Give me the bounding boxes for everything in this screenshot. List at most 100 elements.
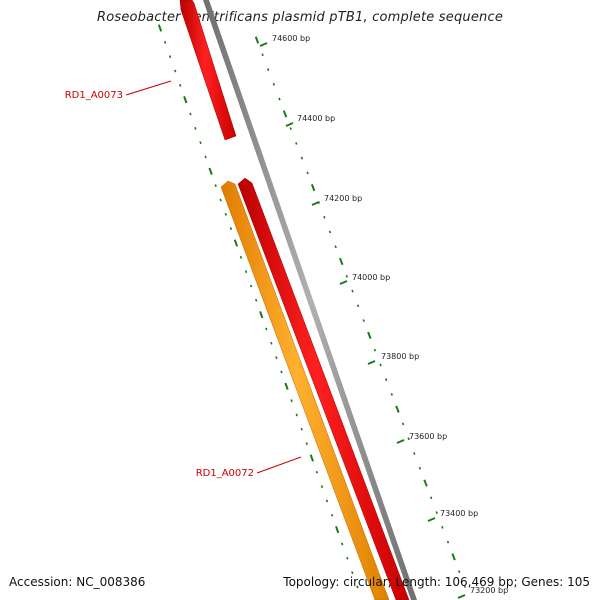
- outer-tick: [463, 584, 467, 588]
- inner-tick: [346, 556, 349, 560]
- inner-tick-track: [157, 24, 359, 589]
- outer-tick: [379, 363, 382, 367]
- outer-tick: [367, 331, 372, 339]
- gene-label-rd1-a0072[interactable]: RD1_A0072: [196, 468, 254, 479]
- outer-tick: [345, 274, 349, 278]
- major-tick: [457, 594, 466, 599]
- inner-tick: [309, 454, 314, 462]
- outer-tick: [418, 466, 422, 470]
- outer-tick: [441, 525, 444, 529]
- gene-rd1-a0072-arrow: [220, 180, 390, 600]
- outer-tick: [295, 142, 298, 145]
- inner-tick: [189, 112, 192, 116]
- gene-label-leader-rd1-a0072: [256, 456, 302, 474]
- inner-tick: [219, 198, 222, 202]
- outer-tick: [289, 127, 292, 130]
- inner-tick: [284, 382, 289, 390]
- outer-tick: [254, 36, 260, 44]
- inner-tick: [233, 239, 239, 247]
- gene-label-leader-rd1-a0073: [125, 80, 172, 96]
- inner-tick: [356, 585, 359, 589]
- tick-label: 73800 bp: [381, 352, 419, 361]
- outer-tick: [395, 405, 400, 413]
- tick-label: 74600 bp: [272, 34, 310, 43]
- outer-tick: [282, 110, 288, 118]
- inner-tick: [335, 525, 340, 534]
- inner-tick: [249, 284, 253, 288]
- tick-label: 73600 bp: [409, 432, 447, 441]
- outer-tick: [278, 97, 281, 101]
- inner-tick: [290, 399, 293, 403]
- inner-tick: [224, 212, 227, 216]
- tick-label: 74400 bp: [297, 114, 335, 123]
- major-tick: [285, 122, 294, 127]
- outer-tick: [401, 422, 405, 426]
- tick-label-group: 74600 bp 74400 bp 74200 bp 74000 bp 73800 bp…: [259, 34, 508, 599]
- inner-tick: [208, 167, 213, 175]
- inner-tick: [270, 341, 273, 345]
- tick-label: 74000 bp: [352, 273, 390, 282]
- outer-tick-track: [254, 36, 467, 588]
- outer-tick: [267, 68, 270, 71]
- inner-tick: [179, 83, 182, 87]
- inner-tick: [265, 327, 268, 331]
- outer-tick: [272, 82, 276, 86]
- accession-text: Accession: NC_008386: [9, 575, 146, 589]
- outer-tick: [458, 570, 461, 574]
- outer-tick: [339, 257, 344, 266]
- outer-tick: [334, 245, 337, 249]
- major-tick: [427, 517, 436, 522]
- tick-label: 74200 bp: [324, 194, 362, 203]
- inner-tick: [229, 227, 233, 231]
- outer-tick: [323, 215, 326, 219]
- outer-tick: [423, 479, 428, 487]
- inner-tick: [239, 255, 243, 259]
- inner-tick: [259, 311, 264, 319]
- gene-red-inner-arrow: [237, 177, 410, 600]
- inner-tick: [305, 442, 308, 446]
- outer-tick: [451, 553, 456, 561]
- outer-tick: [261, 53, 264, 57]
- outer-tick: [328, 230, 332, 234]
- inner-tick: [199, 141, 202, 145]
- outer-tick: [306, 171, 309, 175]
- outer-tick: [356, 304, 360, 308]
- inner-tick: [244, 270, 248, 274]
- outer-tick: [435, 511, 438, 514]
- gene-rd1-a0073-arrow: [179, 0, 237, 141]
- outer-tick: [351, 289, 354, 293]
- outer-tick: [362, 319, 365, 323]
- inner-tick: [214, 184, 217, 188]
- inner-tick: [255, 298, 258, 302]
- inner-tick: [341, 542, 344, 546]
- tick-label: 73200 bp: [470, 586, 508, 595]
- outer-tick: [300, 156, 304, 160]
- gene-label-rd1-a0073[interactable]: RD1_A0073: [65, 90, 123, 101]
- inner-tick: [320, 485, 324, 489]
- inner-tick: [194, 126, 197, 130]
- tick-label: 73400 bp: [440, 509, 478, 518]
- major-tick: [367, 360, 376, 365]
- inner-tick: [275, 356, 278, 360]
- outer-tick: [373, 348, 377, 352]
- inner-tick: [204, 155, 207, 159]
- inner-tick: [280, 370, 283, 374]
- inner-tick: [157, 24, 163, 32]
- inner-tick: [163, 40, 167, 44]
- major-tick: [311, 201, 320, 206]
- outer-tick: [429, 496, 433, 500]
- inner-tick: [300, 427, 303, 431]
- inner-tick: [330, 513, 334, 517]
- major-tick: [259, 42, 268, 47]
- sequence-summary: Topology: circular; Length: 106,469 bp; …: [283, 575, 590, 589]
- major-tick: [339, 280, 348, 285]
- outer-tick: [407, 437, 410, 441]
- outer-tick: [413, 452, 416, 455]
- major-tick: [396, 439, 405, 444]
- inner-tick: [315, 470, 319, 474]
- inner-tick: [174, 69, 177, 73]
- outer-tick: [310, 184, 316, 192]
- inner-tick: [183, 96, 188, 104]
